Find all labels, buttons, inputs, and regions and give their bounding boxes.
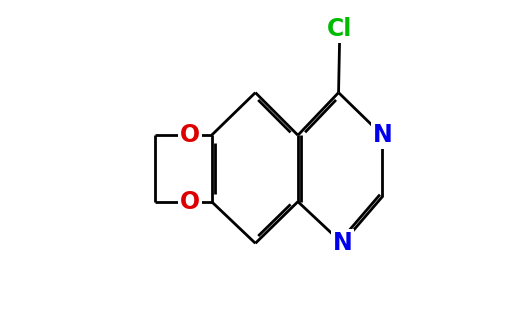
Text: Cl: Cl (327, 17, 352, 41)
Text: O: O (180, 190, 200, 214)
Text: O: O (180, 123, 200, 147)
Text: N: N (372, 123, 392, 147)
Text: N: N (332, 231, 352, 255)
